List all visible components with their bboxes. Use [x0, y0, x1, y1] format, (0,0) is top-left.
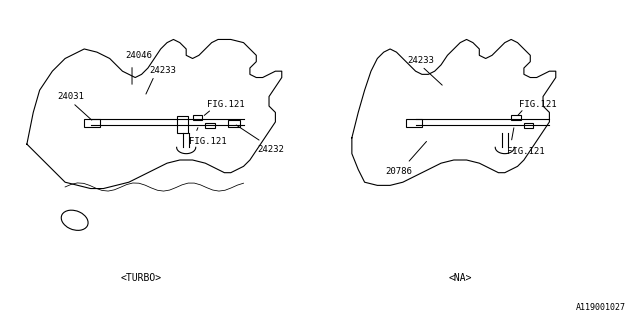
Text: FIG.121: FIG.121: [507, 147, 545, 156]
Text: 24046: 24046: [125, 51, 152, 60]
Text: FIG.121: FIG.121: [519, 100, 556, 108]
Text: FIG.121: FIG.121: [189, 137, 227, 146]
Text: FIG.121: FIG.121: [207, 100, 244, 109]
Text: A119001027: A119001027: [576, 303, 626, 312]
Text: 24233: 24233: [149, 66, 176, 75]
Text: <TURBO>: <TURBO>: [121, 273, 162, 283]
Text: 24232: 24232: [257, 145, 284, 154]
Text: 20786: 20786: [385, 167, 412, 176]
Text: 24031: 24031: [58, 92, 84, 101]
Text: <NA>: <NA>: [449, 273, 472, 283]
Text: 24233: 24233: [407, 56, 434, 65]
